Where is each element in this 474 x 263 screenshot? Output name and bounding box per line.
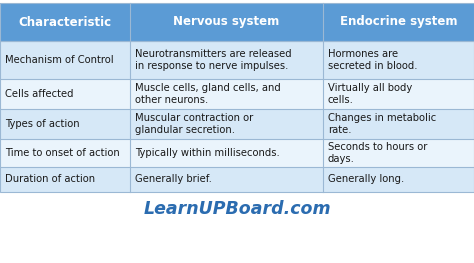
Bar: [0, 79, 130, 109]
Text: Muscular contraction or
glandular secretion.: Muscular contraction or glandular secret…: [135, 113, 253, 135]
Text: Neurotransmitters are released
in response to nerve impulses.: Neurotransmitters are released in respon…: [135, 49, 292, 71]
Bar: [130, 167, 323, 192]
Text: Hormones are
secreted in blood.: Hormones are secreted in blood.: [328, 49, 418, 71]
Text: LearnUPBoard.com: LearnUPBoard.com: [143, 200, 331, 218]
Text: Generally long.: Generally long.: [328, 174, 404, 185]
Text: Muscle cells, gland cells, and
other neurons.: Muscle cells, gland cells, and other neu…: [135, 83, 281, 105]
Text: Time to onset of action: Time to onset of action: [5, 148, 120, 158]
Bar: [0, 167, 130, 192]
Bar: [323, 79, 474, 109]
Bar: [130, 139, 323, 167]
Text: Typically within milliseconds.: Typically within milliseconds.: [135, 148, 280, 158]
Bar: [323, 41, 474, 79]
Text: Mechanism of Control: Mechanism of Control: [5, 55, 114, 65]
Bar: [0, 3, 130, 41]
Bar: [130, 41, 323, 79]
Text: Duration of action: Duration of action: [5, 174, 95, 185]
Bar: [130, 3, 323, 41]
Bar: [323, 167, 474, 192]
Bar: [323, 139, 474, 167]
Text: Cells affected: Cells affected: [5, 89, 73, 99]
Bar: [323, 109, 474, 139]
Text: Types of action: Types of action: [5, 119, 80, 129]
Bar: [130, 79, 323, 109]
Text: Endocrine system: Endocrine system: [340, 16, 457, 28]
Bar: [0, 139, 130, 167]
Text: Seconds to hours or
days.: Seconds to hours or days.: [328, 142, 428, 164]
Bar: [130, 109, 323, 139]
Bar: [0, 3, 474, 192]
Text: Virtually all body
cells.: Virtually all body cells.: [328, 83, 412, 105]
Text: Characteristic: Characteristic: [18, 16, 111, 28]
Bar: [0, 41, 130, 79]
Bar: [323, 3, 474, 41]
Bar: [0, 109, 130, 139]
Text: Changes in metabolic
rate.: Changes in metabolic rate.: [328, 113, 436, 135]
Text: Generally brief.: Generally brief.: [135, 174, 212, 185]
Text: Nervous system: Nervous system: [173, 16, 280, 28]
